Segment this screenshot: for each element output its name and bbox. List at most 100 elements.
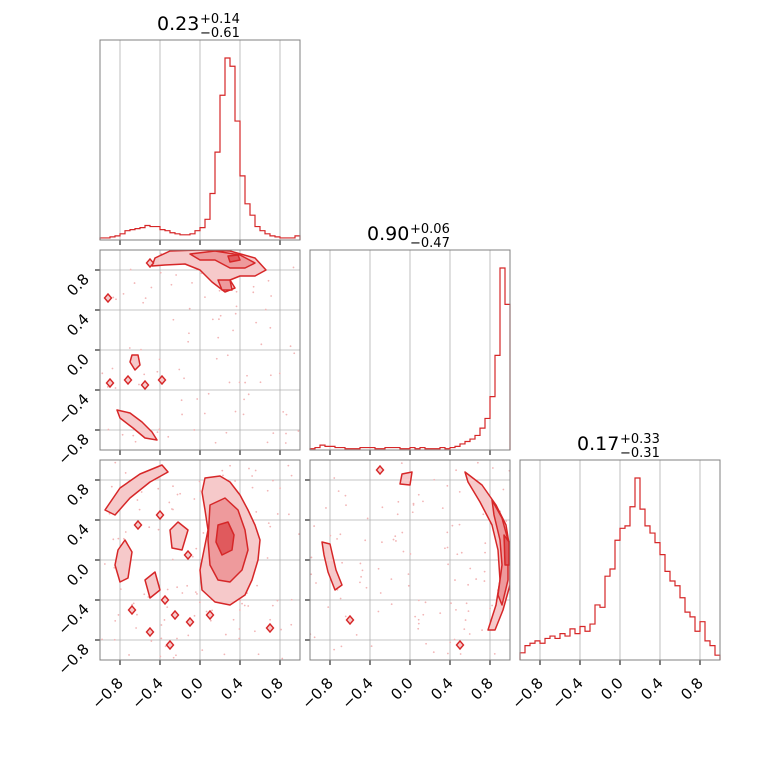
density-panel-p0-p2-sample-93 xyxy=(171,558,174,561)
density-panel-p0-p1-sample-12 xyxy=(187,340,190,343)
density-panel-p1-p2-sample-61 xyxy=(397,500,400,503)
density-panel-p0-p1-sample-54 xyxy=(107,428,110,431)
density-panel-p0-p2-ylabel-2: 0.0 xyxy=(63,560,93,590)
density-panel-p0-p2-sample-0 xyxy=(124,472,127,474)
density-panel-p1-p2-sample-16 xyxy=(481,629,483,632)
density-panel-p0-p1-sample-41 xyxy=(215,357,218,360)
title-p0-value: 0.23 xyxy=(157,13,199,35)
density-panel-p0-p2-sample-70 xyxy=(147,596,150,598)
density-panel-p0-p2-sample-127 xyxy=(224,633,227,636)
density-panel-p0-p2-sample-130 xyxy=(266,557,269,559)
density-panel-p0-p2-sample-66 xyxy=(257,653,260,656)
density-panel-p0-p1-sample-10 xyxy=(122,292,125,295)
density-panel-p0-p1-sample-75 xyxy=(264,308,267,311)
density-panel-p0-p2-sample-46 xyxy=(198,601,201,604)
density-panel-p1-p2-sample-97 xyxy=(390,578,393,581)
density-panel-p1-p2-sample-101 xyxy=(444,547,446,550)
title-p1-upper: +0.06 xyxy=(410,222,450,237)
hist-panel-p2-xlabel-2: 0.0 xyxy=(597,674,627,704)
density-panel-p0-p2-sample-20 xyxy=(101,638,103,641)
density-panel-p0-p2-small-contour-2 xyxy=(170,609,180,621)
density-panel-p1-p2-sample-68 xyxy=(411,511,414,514)
density-panel-p0-p2-sample-111 xyxy=(164,645,167,648)
density-panel-p1-p2-sample-13 xyxy=(458,523,461,526)
hist-panel-p0-frame xyxy=(99,39,301,241)
density-panel-p1-p2-sample-20 xyxy=(401,531,404,534)
density-panel-p0-p1-sample-7 xyxy=(158,358,161,361)
density-panel-p0-p1-sample-26 xyxy=(140,348,142,351)
density-panel-p0-p1-sample-29 xyxy=(181,413,183,416)
density-panel-p0-p2-sample-99 xyxy=(287,513,290,516)
density-panel-p0-p1-sample-51 xyxy=(207,392,210,395)
density-panel-p0-p1-sample-65 xyxy=(129,268,132,271)
density-panel-p1-p2-sample-76 xyxy=(476,461,479,464)
density-panel-p0-p1-small-contour-3 xyxy=(140,379,150,391)
density-panel-p0-p2-sample-109 xyxy=(202,532,205,534)
density-panel-p0-p2-sample-26 xyxy=(181,592,184,594)
density-panel-p0-p1-sample-70 xyxy=(278,372,281,375)
density-panel-p1-p2-sample-4 xyxy=(446,484,449,487)
hist-panel-p2: −0.8 −0.4 0.0 0.4 0.8 xyxy=(508,459,721,713)
density-panel-p0-p1-sample-24 xyxy=(226,354,229,357)
density-panel-p1-p2-sample-92 xyxy=(439,612,442,615)
density-panel-p0-p2-sample-33 xyxy=(114,461,117,464)
density-panel-p0-p2-sample-120 xyxy=(136,613,138,616)
density-panel-p1-p2-sample-29 xyxy=(339,533,342,536)
hist-panel-p2-xlabel-0: −0.8 xyxy=(508,674,546,712)
density-panel-p0-p1: −0.8−0.4 0.0 0.4 0.8 xyxy=(54,249,301,469)
density-panel-p0-p1-sample-8 xyxy=(188,332,190,335)
density-panel-p0-p2-small-contour-9 xyxy=(160,594,170,606)
hist-panel-p1-frame xyxy=(309,249,511,451)
hist-panel-p0-step-line xyxy=(99,57,301,240)
density-panel-p1-p2-contour-inner-0 xyxy=(503,534,510,566)
density-panel-p0-p2-sample-40 xyxy=(143,593,146,596)
density-panel-p0-p1-sample-81 xyxy=(121,433,124,436)
density-panel-p0-p1-sample-60 xyxy=(101,372,104,375)
density-panel-p1-p2-xlabel-3: 0.4 xyxy=(427,674,457,704)
density-panel-p1-p2-xlabel-0: −0.8 xyxy=(298,674,336,712)
density-panel-p1-p2-sample-87 xyxy=(359,562,362,565)
density-panel-p1-p2-sample-22 xyxy=(454,579,456,581)
density-panel-p0-p2-sample-12 xyxy=(179,492,182,495)
density-panel-p0-p1-sample-80 xyxy=(196,398,199,400)
density-panel-p1-p2-sample-98 xyxy=(422,500,424,503)
density-panel-p0-p2-sample-64 xyxy=(254,469,257,472)
density-panel-p0-p2-xlabel-4: 0.8 xyxy=(257,674,287,704)
density-panel-p0-p2-sample-52 xyxy=(113,638,116,641)
density-panel-p0-p1-small-contour-4 xyxy=(157,374,167,386)
density-panel-p0-p1-sample-64 xyxy=(156,431,159,434)
density-panel-p1-p2-sample-70 xyxy=(370,645,373,648)
density-panel-p0-p2-sample-5 xyxy=(223,653,226,656)
density-panel-p1-p2-sample-66 xyxy=(447,563,449,566)
density-panel-p1-p2-contour-mid-0 xyxy=(491,499,509,606)
density-panel-p0-p1-sample-67 xyxy=(218,289,221,292)
density-panel-p1-p2-sample-85 xyxy=(355,633,358,636)
density-panel-p0-p1-sample-25 xyxy=(247,393,250,396)
density-panel-p0-p2-contour-outer-2 xyxy=(114,539,133,583)
density-panel-p0-p2-sample-119 xyxy=(279,487,281,490)
density-panel-p0-p2-sample-112 xyxy=(255,511,258,513)
density-panel-p0-p1-sample-69 xyxy=(178,368,181,371)
density-panel-p1-p2-sample-109 xyxy=(417,618,420,621)
density-panel-p0-p2-sample-73 xyxy=(157,528,160,531)
density-panel-p1-p2-sample-105 xyxy=(459,653,462,655)
density-panel-p0-p2-sample-18 xyxy=(195,547,198,550)
density-panel-p1-p2-sample-82 xyxy=(464,619,467,621)
density-panel-p0-p1-sample-15 xyxy=(266,441,269,444)
density-panel-p0-p2-sample-79 xyxy=(239,599,241,602)
density-panel-p0-p1-sample-18 xyxy=(255,321,258,324)
density-panel-p0-p1-sample-62 xyxy=(244,381,247,384)
density-panel-p1-p2-sample-35 xyxy=(333,477,336,479)
density-panel-p0-p2-sample-76 xyxy=(232,618,235,621)
density-panel-p1-p2-sample-5 xyxy=(467,610,470,613)
density-panel-p0-p2-ylabel-4: 0.8 xyxy=(63,480,93,510)
density-panel-p0-p2-sample-80 xyxy=(170,508,173,510)
density-panel-p1-p2-contour-outer-1 xyxy=(321,541,343,591)
density-panel-p0-p2-sample-7 xyxy=(238,637,241,640)
density-panel-p0-p2-small-contour-7 xyxy=(183,549,193,561)
density-panel-p0-p2-sample-35 xyxy=(221,469,224,472)
density-panel-p0-p2-sample-74 xyxy=(157,487,160,490)
density-panel-p0-p2-sample-84 xyxy=(150,640,153,642)
density-panel-p1-p2-sample-51 xyxy=(359,581,361,584)
